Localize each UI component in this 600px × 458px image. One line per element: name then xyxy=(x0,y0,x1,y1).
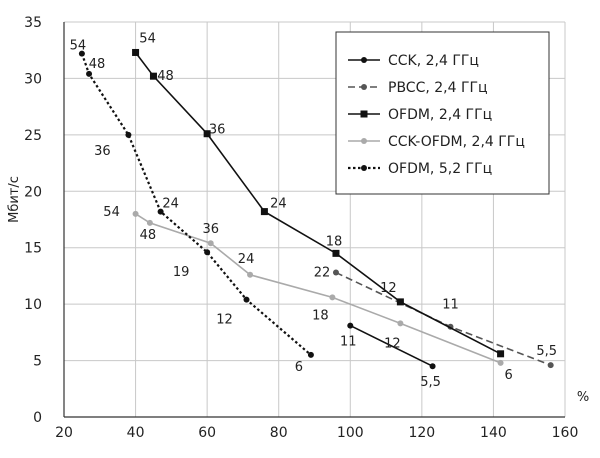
data-point xyxy=(329,294,336,301)
data-label: 24 xyxy=(270,197,287,212)
y-tick-label: 35 xyxy=(24,15,42,31)
y-tick-label: 25 xyxy=(24,128,42,144)
legend-label: PBCC, 2,4 ГГц xyxy=(388,80,488,96)
data-label: 12 xyxy=(380,281,397,296)
data-point xyxy=(157,208,164,215)
legend-label: CCK, 2,4 ГГц xyxy=(388,53,479,69)
data-point xyxy=(332,249,340,257)
y-tick-label: 20 xyxy=(24,184,42,200)
data-point xyxy=(204,249,211,256)
y-tick-label: 10 xyxy=(24,297,42,313)
data-label: 24 xyxy=(162,197,179,212)
x-tick-label: 40 xyxy=(127,425,145,441)
data-label: 48 xyxy=(157,69,174,84)
data-label: 22 xyxy=(314,266,331,281)
series-0 xyxy=(347,322,436,370)
data-label: 19 xyxy=(173,265,190,280)
legend-box xyxy=(335,31,550,195)
data-point xyxy=(125,131,132,138)
data-point xyxy=(132,210,139,217)
y-axis-title: Мбит/с xyxy=(7,176,22,223)
legend-marker xyxy=(360,110,368,118)
data-point xyxy=(207,240,214,247)
series-line xyxy=(349,324,433,367)
data-point xyxy=(260,208,268,216)
legend-item: CCK, 2,4 ГГц xyxy=(348,53,479,69)
y-tick-label: 5 xyxy=(33,354,42,370)
data-point xyxy=(307,351,314,358)
x-tick-label: 140 xyxy=(480,425,507,441)
legend-label: CCK-OFDM, 2,4 ГГц xyxy=(388,134,525,150)
data-point xyxy=(547,362,554,369)
x-tick-label: 20 xyxy=(55,425,73,441)
data-point xyxy=(149,72,157,80)
data-point xyxy=(332,269,339,276)
x-tick-label: 160 xyxy=(552,425,579,441)
legend: CCK, 2,4 ГГц PBCC, 2,4 ГГц OFDM, 2,4 ГГц CC… xyxy=(335,31,550,195)
data-label: 54 xyxy=(70,39,87,54)
data-point xyxy=(86,70,93,77)
series-line xyxy=(335,271,551,366)
legend-item: PBCC, 2,4 ГГц xyxy=(348,80,488,96)
y-tick-label: 15 xyxy=(24,241,42,257)
data-label: 6 xyxy=(504,368,512,383)
data-label: 36 xyxy=(209,123,226,138)
data-point xyxy=(146,219,153,226)
data-label: 5,5 xyxy=(536,344,557,359)
legend-item: CCK-OFDM, 2,4 ГГц xyxy=(348,134,525,150)
y-tick-label: 0 xyxy=(33,410,42,426)
legend-marker xyxy=(361,165,367,171)
legend-item: OFDM, 5,2 ГГц xyxy=(348,161,492,177)
series-2 xyxy=(132,48,505,358)
x-axis-title: % xyxy=(577,390,589,405)
data-point xyxy=(347,322,354,329)
data-label: 11 xyxy=(442,298,459,313)
legend-marker xyxy=(361,138,367,144)
data-point xyxy=(247,271,254,278)
data-label: 12 xyxy=(216,313,233,328)
data-point xyxy=(497,350,505,358)
data-label: 36 xyxy=(202,222,219,237)
series-3 xyxy=(132,210,504,366)
x-tick-label: 120 xyxy=(408,425,435,441)
y-tick-label: 30 xyxy=(24,71,42,87)
data-label: 11 xyxy=(340,335,357,350)
data-point xyxy=(396,298,404,306)
data-label: 48 xyxy=(89,57,106,72)
data-label: 54 xyxy=(139,31,156,46)
data-label: 18 xyxy=(326,234,343,249)
data-point xyxy=(203,130,211,138)
legend-marker xyxy=(361,57,367,63)
axes: 20 40 60 80 100 120 140 160 0 5 10 15 20 25 30 35 Мбит/с… xyxy=(7,15,589,441)
data-label: 24 xyxy=(238,252,255,267)
data-point xyxy=(132,48,140,56)
data-label: 54 xyxy=(103,205,120,220)
x-tick-label: 100 xyxy=(337,425,364,441)
legend-item: OFDM, 2,4 ГГц xyxy=(348,107,492,123)
series-4 xyxy=(78,50,314,358)
legend-label: OFDM, 2,4 ГГц xyxy=(388,107,492,123)
data-label: 36 xyxy=(94,144,111,159)
data-point xyxy=(78,50,85,57)
data-point xyxy=(243,296,250,303)
data-label: 6 xyxy=(295,360,303,375)
data-point xyxy=(397,320,404,327)
data-point xyxy=(429,363,436,370)
data-label: 18 xyxy=(312,308,329,323)
legend-label: OFDM, 5,2 ГГц xyxy=(388,161,492,177)
data-label: 12 xyxy=(384,336,401,351)
x-tick-label: 80 xyxy=(270,425,288,441)
series-1 xyxy=(332,269,554,369)
series-group xyxy=(78,48,554,370)
legend-marker xyxy=(361,84,367,90)
data-label: 5,5 xyxy=(420,375,441,390)
data-point xyxy=(497,359,504,366)
data-label: 48 xyxy=(140,228,157,243)
x-tick-label: 60 xyxy=(198,425,216,441)
